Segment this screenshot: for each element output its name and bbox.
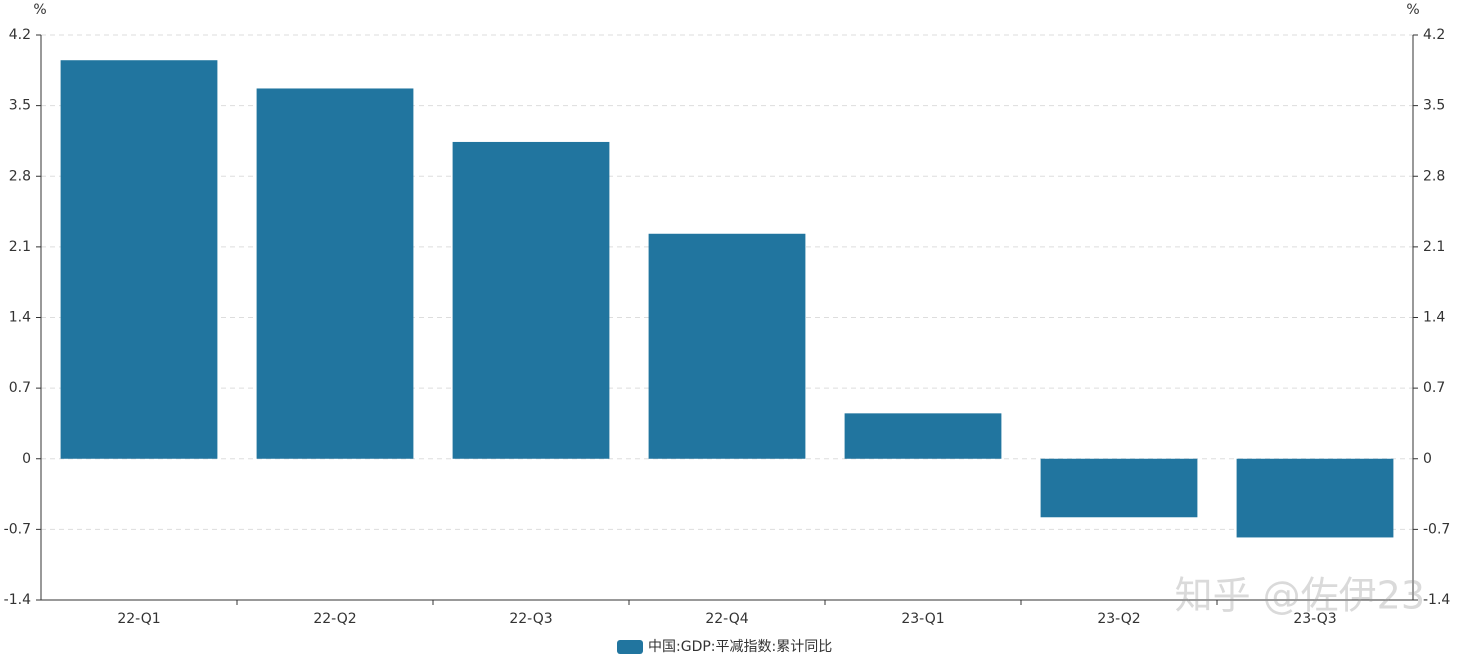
y2-tick-label: 3.5 xyxy=(1423,98,1445,114)
x-tick-label: 22-Q2 xyxy=(313,611,356,627)
bar xyxy=(1040,458,1198,518)
bar xyxy=(844,413,1002,459)
x-tick-label: 23-Q3 xyxy=(1293,611,1336,627)
y-tick-label: 3.5 xyxy=(9,98,31,114)
y2-tick-label: 2.8 xyxy=(1423,168,1445,184)
y-tick-label: 4.2 xyxy=(9,27,31,43)
y2-tick-label: -1.4 xyxy=(1423,592,1450,608)
x-tick-label: 23-Q1 xyxy=(901,611,944,627)
bar xyxy=(1236,458,1394,538)
y-axis-unit: % xyxy=(33,2,46,18)
x-tick-label: 22-Q1 xyxy=(117,611,160,627)
y2-tick-label: 4.2 xyxy=(1423,27,1445,43)
y-tick-label: 0 xyxy=(22,451,31,467)
y2-tick-label: 2.1 xyxy=(1423,239,1445,255)
bar xyxy=(452,141,610,459)
bar xyxy=(648,233,806,459)
y2-tick-label: -0.7 xyxy=(1423,521,1450,537)
y2-tick-label: 0 xyxy=(1423,451,1432,467)
y-tick-label: 2.1 xyxy=(9,239,31,255)
bar xyxy=(256,88,414,459)
y2-tick-label: 0.7 xyxy=(1423,380,1445,396)
x-tick-label: 22-Q3 xyxy=(509,611,552,627)
bar xyxy=(60,60,218,459)
x-tick-label: 22-Q4 xyxy=(705,611,748,627)
watermark: 知乎 @佐伊23 xyxy=(1175,574,1425,618)
legend-swatch xyxy=(617,640,643,654)
y-tick-label: 2.8 xyxy=(9,168,31,184)
y2-axis-unit: % xyxy=(1406,2,1419,18)
y-tick-label: 0.7 xyxy=(9,380,31,396)
x-tick-label: 23-Q2 xyxy=(1097,611,1140,627)
y-tick-label: -0.7 xyxy=(4,521,31,537)
legend-label: 中国:GDP:平减指数:累计同比 xyxy=(648,639,832,655)
y-tick-label: 1.4 xyxy=(9,310,31,326)
y-tick-label: -1.4 xyxy=(4,592,31,608)
y2-tick-label: 1.4 xyxy=(1423,310,1445,326)
